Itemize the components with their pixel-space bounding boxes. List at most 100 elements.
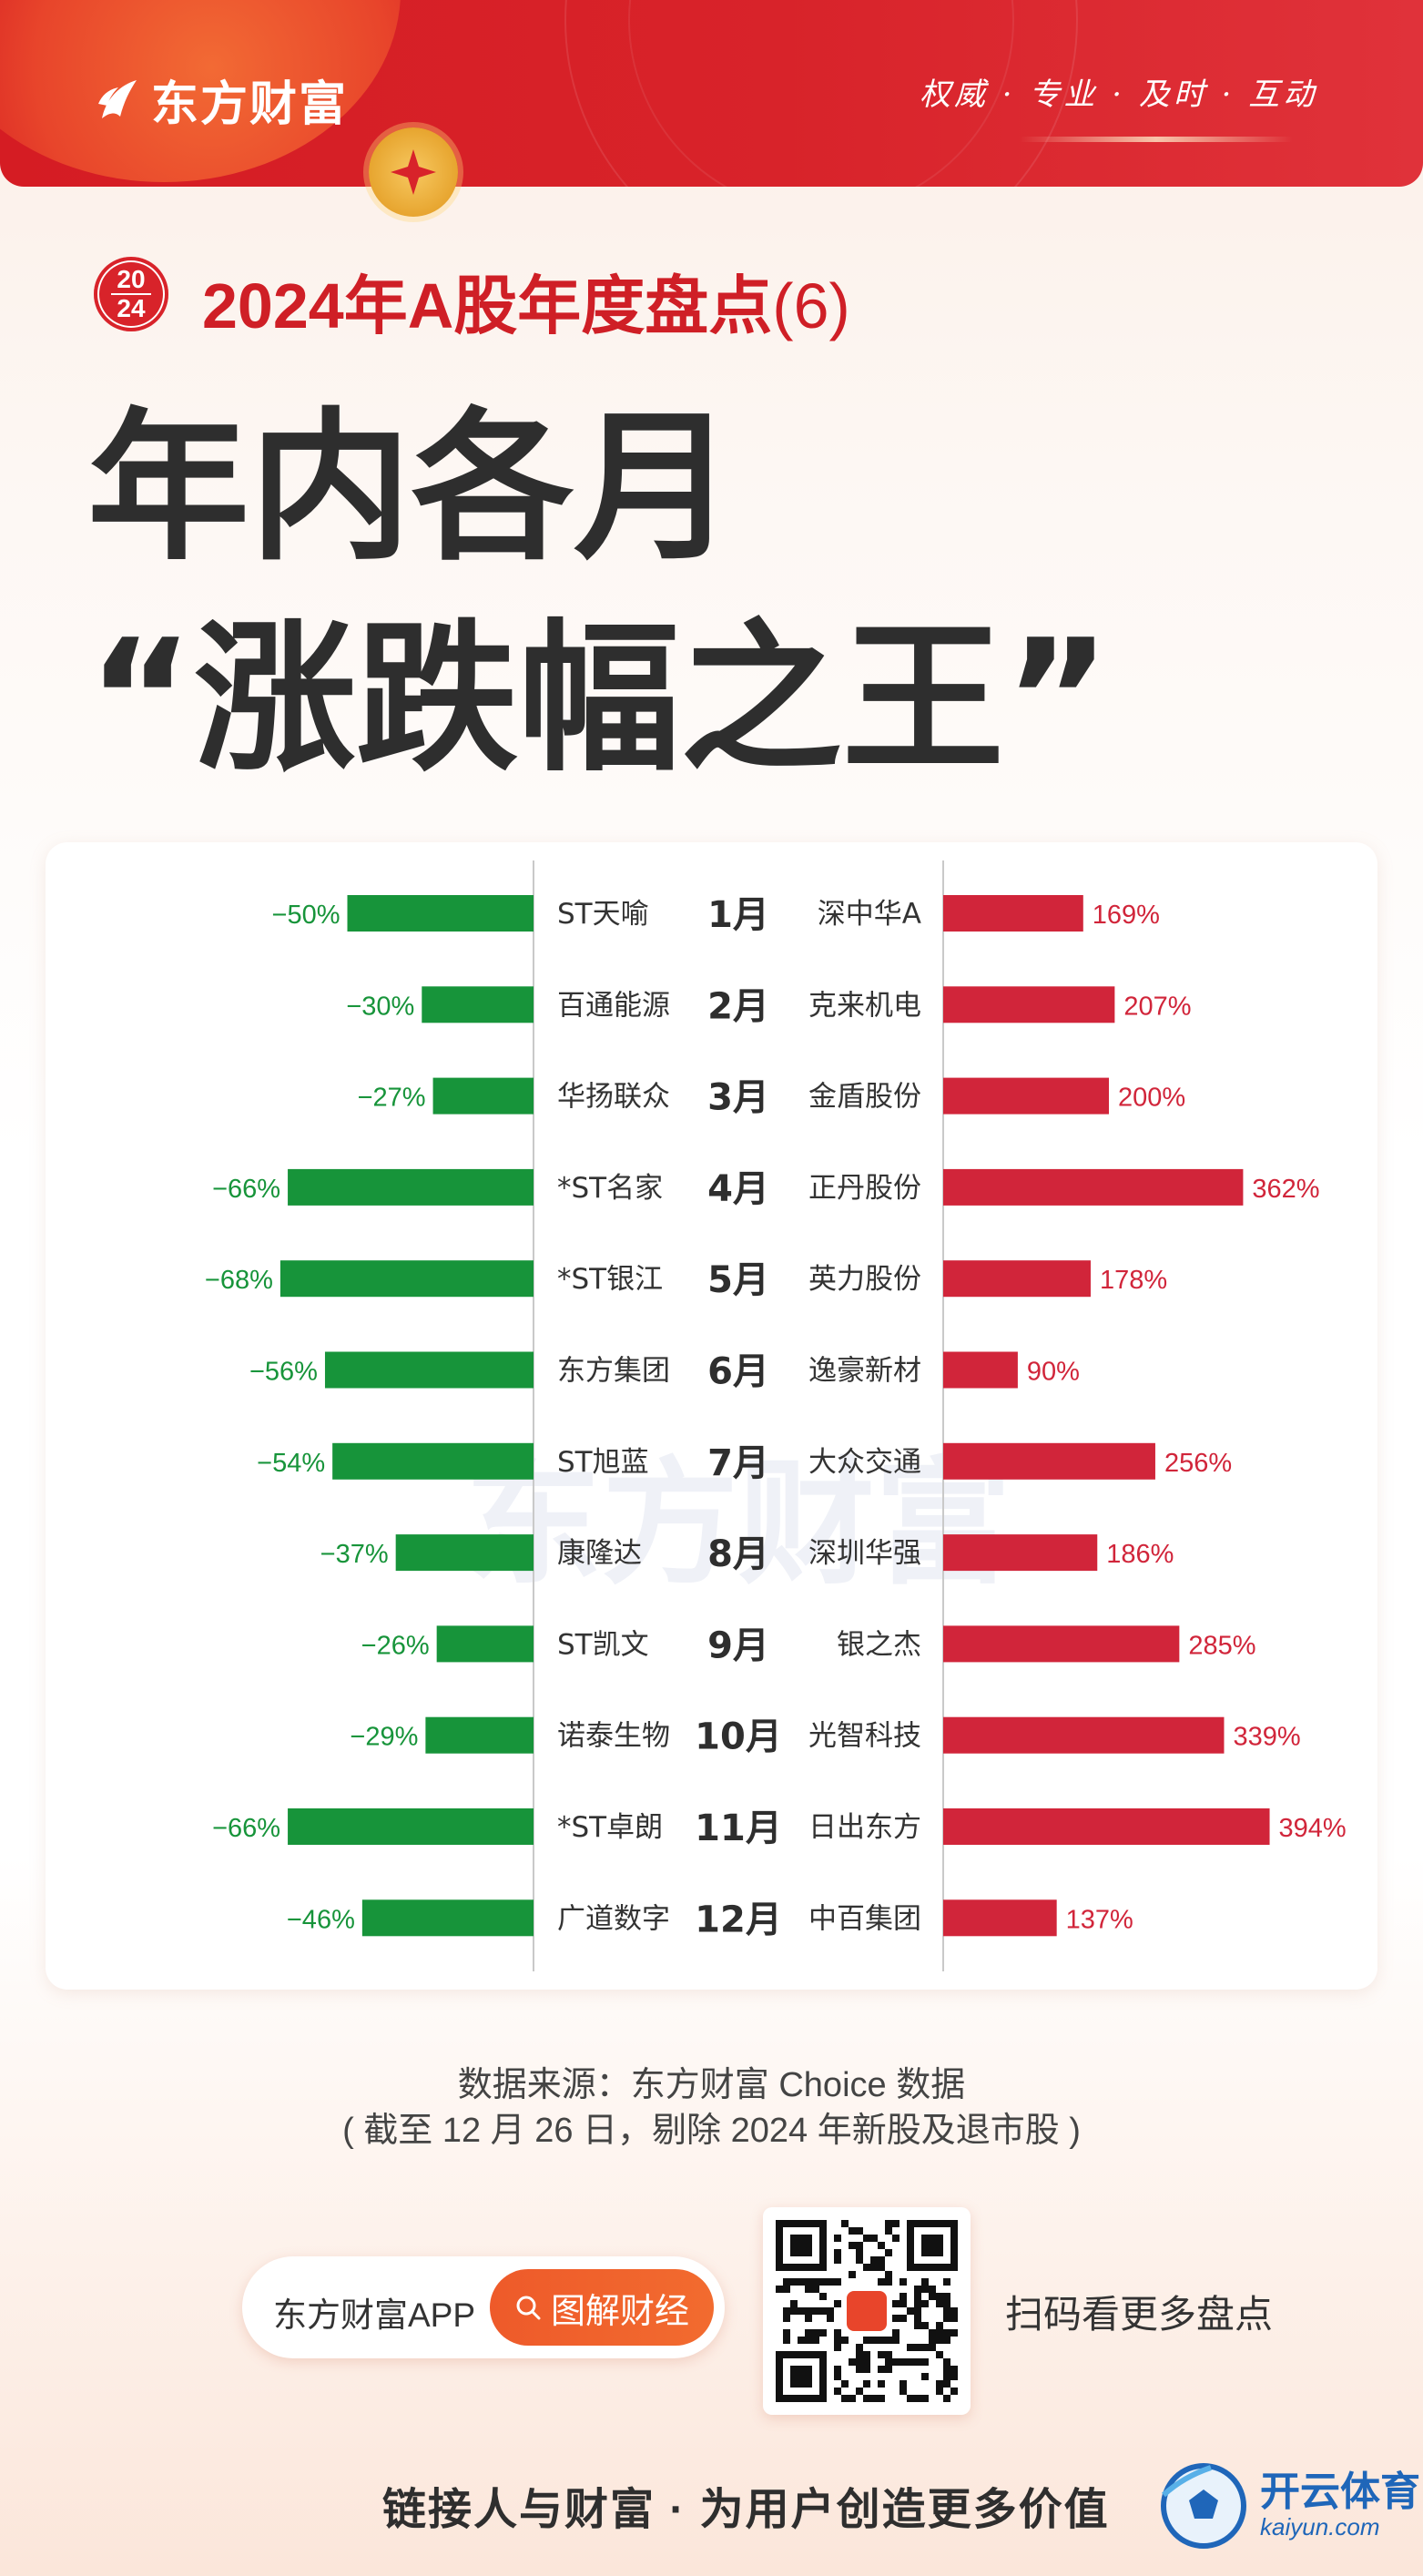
gainer-bar bbox=[943, 1442, 1155, 1480]
loser-bar bbox=[324, 1351, 534, 1389]
gainer-stock-name: 光智科技 bbox=[808, 1720, 921, 1753]
qr-code[interactable] bbox=[763, 2207, 971, 2415]
subtitle-number: (6) bbox=[772, 270, 850, 341]
gainer-stock-name: 正丹股份 bbox=[808, 1172, 921, 1205]
loser-bar bbox=[280, 1260, 534, 1298]
gainer-value-label: 394% bbox=[1279, 1814, 1347, 1843]
loser-stock-name: 百通能源 bbox=[557, 989, 670, 1022]
month-label: 1月 bbox=[707, 894, 769, 936]
loser-value-label: −66% bbox=[212, 1814, 280, 1843]
loser-bar bbox=[395, 1534, 534, 1572]
month-label: 3月 bbox=[707, 1077, 769, 1119]
gainer-value-label: 186% bbox=[1106, 1540, 1174, 1569]
series-subtitle: 2024年A股年度盘点(6) bbox=[202, 255, 850, 347]
gainer-bar bbox=[943, 1625, 1180, 1663]
loser-stock-name: *ST银江 bbox=[557, 1263, 663, 1296]
gainer-stock-name: 银之杰 bbox=[837, 1628, 921, 1661]
loser-bar bbox=[288, 1808, 534, 1845]
footer-slogan: 链接人与财富 · 为用户创造更多价值 bbox=[382, 2486, 1110, 2534]
loser-value-label: −46% bbox=[287, 1905, 355, 1934]
month-label: 4月 bbox=[707, 1168, 769, 1210]
month-label: 10月 bbox=[695, 1716, 782, 1758]
loser-stock-name: 康隆达 bbox=[557, 1537, 642, 1570]
loser-value-label: −54% bbox=[257, 1449, 325, 1478]
loser-bar bbox=[422, 986, 534, 1023]
year-badge: 20 24 bbox=[94, 257, 168, 331]
source-line-2: ( 截至 12 月 26 日，剔除 2024 年新股及退市股 ) bbox=[342, 2112, 1081, 2150]
gainer-value-label: 362% bbox=[1252, 1175, 1319, 1204]
badge-top: 20 bbox=[117, 265, 146, 293]
gainer-stock-name: 深圳华强 bbox=[808, 1537, 921, 1570]
page-title: 年内各月 “涨跌幅之王” bbox=[87, 382, 1111, 805]
title-line-2: “涨跌幅之王” bbox=[87, 605, 1111, 793]
gainer-stock-name: 中百集团 bbox=[808, 1902, 921, 1935]
gainer-value-label: 200% bbox=[1118, 1084, 1185, 1113]
qr-code-icon bbox=[776, 2220, 958, 2402]
month-label: 2月 bbox=[707, 985, 769, 1027]
loser-stock-name: 华扬联众 bbox=[557, 1081, 670, 1114]
header-slogan: 权威 · 专业 · 及时 · 互动 bbox=[920, 76, 1318, 113]
search-icon bbox=[516, 2296, 541, 2320]
coin-icon bbox=[369, 127, 458, 217]
brand-leaf-icon bbox=[98, 79, 137, 118]
loser-bar bbox=[332, 1442, 534, 1480]
gainer-bar bbox=[943, 1260, 1091, 1298]
tujie-button[interactable]: 图解财经 bbox=[490, 2269, 714, 2346]
loser-stock-name: *ST名家 bbox=[557, 1172, 663, 1205]
gainer-stock-name: 日出东方 bbox=[808, 1811, 921, 1844]
gainer-stock-name: 金盾股份 bbox=[808, 1081, 921, 1114]
loser-stock-name: ST凯文 bbox=[557, 1628, 649, 1661]
gainer-stock-name: 深中华A bbox=[818, 898, 921, 931]
month-label: 12月 bbox=[695, 1899, 782, 1940]
gainer-value-label: 178% bbox=[1100, 1266, 1167, 1295]
qr-hint: 扫码看更多盘点 bbox=[1005, 2293, 1274, 2336]
loser-stock-name: 东方集团 bbox=[557, 1355, 670, 1388]
gainer-value-label: 256% bbox=[1164, 1449, 1232, 1478]
gainer-value-label: 90% bbox=[1027, 1358, 1080, 1387]
gainer-value-label: 207% bbox=[1123, 992, 1191, 1021]
month-label: 8月 bbox=[707, 1533, 769, 1575]
slogan-underline bbox=[1020, 137, 1293, 142]
gainer-bar bbox=[943, 1351, 1018, 1389]
tujie-button-label: 图解财经 bbox=[550, 2292, 689, 2331]
chart-watermark: 东方财富 bbox=[465, 1445, 1011, 1604]
header-banner: 东方财富 权威 · 专业 · 及时 · 互动 bbox=[0, 0, 1423, 187]
gainer-value-label: 339% bbox=[1233, 1723, 1300, 1752]
month-label: 9月 bbox=[707, 1624, 769, 1666]
month-label: 5月 bbox=[707, 1259, 769, 1301]
gainer-value-label: 285% bbox=[1188, 1631, 1255, 1660]
soccer-ball-icon bbox=[1161, 2463, 1246, 2549]
loser-stock-name: ST天喻 bbox=[557, 898, 649, 931]
loser-value-label: −37% bbox=[320, 1540, 389, 1569]
subtitle-text: 2024年A股年度盘点 bbox=[202, 270, 773, 341]
gainer-bar bbox=[943, 1168, 1244, 1206]
loser-bar bbox=[425, 1716, 534, 1754]
loser-value-label: −30% bbox=[346, 992, 414, 1021]
watermark-logo: 开云体育 kaiyun.com bbox=[1156, 2459, 1420, 2553]
loser-bar bbox=[288, 1168, 534, 1206]
loser-value-label: −27% bbox=[358, 1084, 426, 1113]
loser-value-label: −66% bbox=[212, 1175, 280, 1204]
gainer-value-label: 137% bbox=[1066, 1905, 1133, 1934]
app-name: 东方财富APP bbox=[273, 2296, 476, 2334]
title-line-1: 年内各月 bbox=[87, 393, 736, 582]
gainer-bar bbox=[943, 1077, 1109, 1115]
gainer-bar bbox=[943, 986, 1115, 1023]
gainer-value-label: 169% bbox=[1093, 901, 1160, 930]
watermark-cn: 开云体育 bbox=[1260, 2469, 1420, 2514]
loser-bar bbox=[361, 1899, 534, 1937]
gainer-bar bbox=[943, 1716, 1225, 1754]
month-label: 7月 bbox=[707, 1442, 769, 1484]
butterfly-chart: 东方财富 −50% ST天喻 1月 深中华A 169% −30% 百通能源 2月 克来机电 207%… bbox=[205, 860, 1347, 1971]
app-pill: 东方财富APP 图解财经 bbox=[242, 2256, 725, 2358]
loser-stock-name: 诺泰生物 bbox=[557, 1720, 670, 1753]
gainer-stock-name: 大众交通 bbox=[808, 1446, 921, 1479]
loser-bar bbox=[436, 1625, 534, 1663]
loser-value-label: −56% bbox=[249, 1358, 318, 1387]
loser-value-label: −50% bbox=[272, 901, 341, 930]
gainer-bar bbox=[943, 1808, 1270, 1845]
loser-stock-name: ST旭蓝 bbox=[557, 1446, 649, 1479]
loser-value-label: −68% bbox=[205, 1266, 273, 1295]
brand-name: 东方财富 bbox=[151, 78, 349, 131]
loser-value-label: −29% bbox=[350, 1723, 418, 1752]
